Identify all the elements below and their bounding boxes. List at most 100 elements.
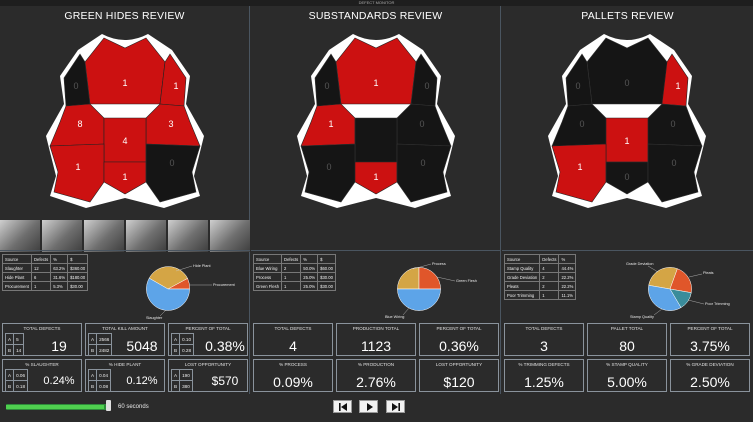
pie-label: Blue Wiring — [385, 315, 404, 319]
table-cell: 1 — [539, 290, 560, 300]
panel-title: PALLETS REVIEW — [581, 10, 674, 22]
play-button[interactable] — [359, 400, 378, 413]
green-hides-panel: GREEN HIDES REVIEW 1 0 1 8 3 4 1 1 0 — [0, 6, 250, 394]
percent-total-card: PERCENT OF TOTAL 3.75% — [670, 323, 750, 356]
count-bottom-left: 1 — [577, 162, 582, 172]
hide-photo[interactable] — [126, 220, 166, 252]
region-bottom-left[interactable] — [551, 143, 607, 203]
metric-value: $120 — [443, 374, 475, 390]
hide-photo[interactable] — [168, 220, 208, 252]
pie-slice-grade-deviation[interactable] — [648, 267, 678, 290]
metric-value: 4 — [289, 338, 297, 354]
lost-opportunity-card: LOST OPPORTUNITY A 190 B 380 $570 — [168, 359, 248, 392]
table-cell: $60.00 — [317, 263, 336, 273]
metric-label: PRODUCTION TOTAL — [352, 326, 400, 331]
metric-label: % PRODUCTION — [357, 362, 395, 367]
source-pie-chart: Grade Deviation Pleats Poor Trimming Sta… — [620, 257, 750, 321]
table-header: $ — [317, 254, 336, 264]
table-header-row: Source Defects % — [503, 254, 577, 264]
region-center[interactable] — [354, 117, 398, 163]
count-mid-right: 0 — [670, 119, 675, 129]
table-cell: $30.00 — [67, 281, 89, 291]
region-bottom-right[interactable] — [145, 143, 201, 203]
metric-value: 3 — [540, 338, 548, 354]
hide-photo[interactable] — [210, 220, 250, 252]
count-bottom-left: 1 — [75, 162, 80, 172]
table-row: Stamp Quality 4 44.4% — [503, 263, 577, 273]
region-top-right[interactable] — [159, 53, 187, 107]
region-bottom-right[interactable] — [396, 143, 452, 203]
pie-label: Grade Deviation — [626, 262, 653, 266]
table-header: % — [558, 254, 577, 264]
ab-breakdown: A 2566 B 2482 — [87, 333, 113, 356]
pie-label: Hide Plant — [193, 264, 211, 268]
refresh-timer-slider[interactable] — [6, 404, 108, 410]
table-cell: Poor Trimming — [503, 290, 541, 300]
table-cell: 1 — [30, 281, 52, 291]
metric-value: 0.12% — [126, 375, 158, 387]
count-head: 0 — [624, 78, 629, 88]
pie-slice-stamp-quality[interactable] — [648, 285, 682, 311]
table-cell: 1 — [281, 272, 302, 282]
hide-image-strip — [0, 220, 250, 252]
table-cell: Hide Plant — [2, 272, 32, 282]
next-button[interactable] — [386, 400, 405, 413]
metric-label: LOST OPPORTUNITY — [435, 362, 483, 367]
region-top-right[interactable] — [410, 53, 438, 107]
table-cell: 2 — [539, 272, 560, 282]
region-bottom-right[interactable] — [647, 143, 703, 203]
previous-button[interactable] — [333, 400, 352, 413]
metric-label: TOTAL DEFECTS — [274, 326, 312, 331]
metric-label: PERCENT OF TOTAL — [687, 326, 733, 331]
source-breakdown: Source Defects % $ Blue Wiring 2 50.0% $… — [251, 250, 501, 324]
region-bottom-center[interactable] — [605, 161, 649, 195]
count-head: 1 — [122, 78, 127, 88]
pie-slice-green-flesh[interactable] — [418, 267, 441, 290]
ab-breakdown: A 0.06 B 0.18 — [4, 369, 29, 392]
table-row: Blue Wiring 2 50.0% $60.00 — [252, 263, 336, 273]
table-header: % — [300, 254, 319, 264]
slider-handle[interactable] — [106, 400, 111, 411]
count-bottom-center: 1 — [122, 172, 127, 182]
skip-back-icon — [338, 402, 347, 411]
table-cell: 44.4% — [558, 263, 577, 273]
count-center: 4 — [122, 136, 127, 146]
region-head[interactable] — [84, 37, 166, 105]
metric-a-value: 0.06 — [13, 369, 29, 381]
metric-value: 3.75% — [690, 338, 730, 354]
region-bottom-left[interactable] — [300, 143, 356, 203]
pie-slice-process[interactable] — [397, 267, 420, 290]
source-table: Source Defects % Stamp Quality 4 44.4% G… — [503, 254, 577, 300]
metric-value: 2.50% — [690, 374, 730, 390]
panel-title: SUBSTANDARDS REVIEW — [308, 10, 443, 22]
region-head[interactable] — [586, 37, 668, 105]
region-bottom-center[interactable] — [354, 161, 398, 195]
hide-photo[interactable] — [0, 220, 40, 252]
hide-photo[interactable] — [42, 220, 82, 252]
hide-map: 0 0 1 0 0 1 1 0 0 — [542, 26, 712, 214]
region-top-left[interactable] — [63, 53, 91, 107]
region-top-left[interactable] — [565, 53, 593, 107]
pie-slice-slaughter[interactable] — [146, 277, 190, 311]
region-bottom-center[interactable] — [103, 161, 147, 195]
pie-label: Green Flesh — [456, 279, 477, 283]
metric-b-value: 380 — [179, 380, 193, 392]
timer-seconds-label: 60 seconds — [118, 404, 149, 410]
metric-a-value: 0.04 — [96, 369, 112, 381]
count-mid-left: 8 — [77, 119, 82, 129]
metric-label: % GRADE DEVIATION — [686, 362, 734, 367]
region-top-left[interactable] — [314, 53, 342, 107]
table-cell: Grade Deviation — [503, 272, 541, 282]
region-top-right[interactable] — [661, 53, 689, 107]
table-cell: $30.00 — [317, 272, 336, 282]
pie-slice-blue-wiring[interactable] — [397, 288, 441, 311]
region-head[interactable] — [335, 37, 417, 105]
count-top-right: 1 — [675, 81, 680, 91]
source-table: Source Defects % $ Slaughter 12 63.2% $3… — [2, 254, 89, 291]
table-cell: 2 — [539, 281, 560, 291]
region-bottom-left[interactable] — [49, 143, 105, 203]
hide-photo[interactable] — [84, 220, 124, 252]
count-top-left: 0 — [73, 81, 78, 91]
